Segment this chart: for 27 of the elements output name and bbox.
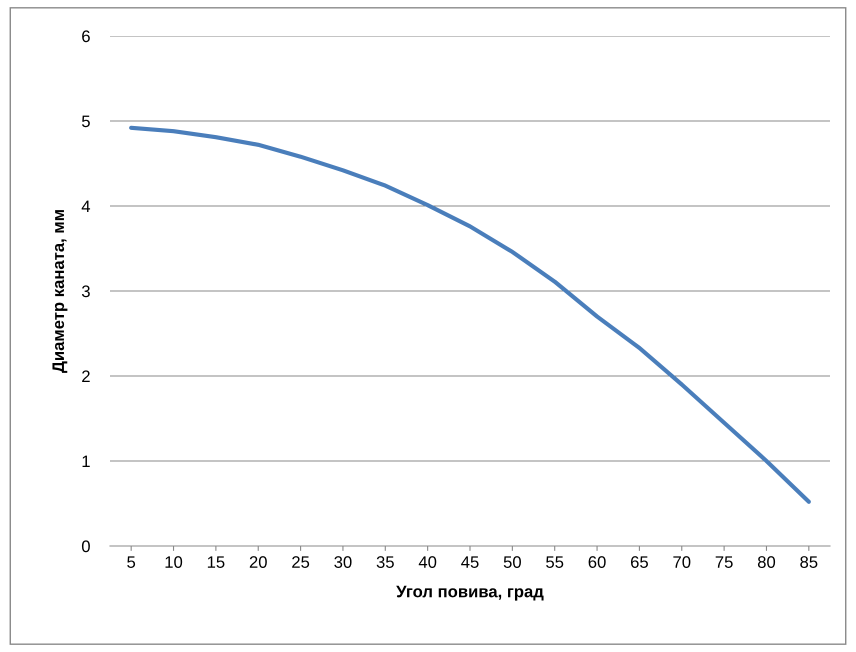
x-tick-label: 15 bbox=[208, 556, 224, 568]
line-series bbox=[129, 126, 811, 504]
y-tick-label: 5 bbox=[82, 116, 90, 128]
x-tick-label: 45 bbox=[461, 556, 479, 568]
x-axis-title: Угол повива, град bbox=[396, 586, 544, 601]
x-tick-label: 40 bbox=[418, 556, 436, 568]
y-tick-label: 4 bbox=[82, 200, 90, 212]
y-axis-title: Диаметр каната, мм bbox=[52, 210, 68, 373]
y-tick-label: 2 bbox=[82, 370, 90, 382]
x-tick-label: 35 bbox=[376, 556, 394, 568]
x-tick-label: 65 bbox=[630, 556, 648, 568]
x-tick-label: 50 bbox=[504, 556, 521, 568]
x-tick-label: 70 bbox=[673, 556, 690, 568]
x-tick-label: 25 bbox=[292, 556, 310, 568]
x-tick-label: 60 bbox=[588, 556, 606, 568]
x-tick-label: 55 bbox=[546, 556, 564, 568]
x-tick-label: 75 bbox=[716, 556, 733, 568]
x-tick-label: 10 bbox=[166, 556, 182, 568]
x-tick-label: 80 bbox=[758, 556, 776, 568]
y-tick-label: 3 bbox=[82, 285, 90, 298]
y-tick-label: 6 bbox=[82, 30, 90, 42]
x-tick-label: 20 bbox=[250, 556, 267, 568]
y-tick-label: 0 bbox=[82, 540, 90, 552]
x-tick-label: 30 bbox=[334, 556, 352, 568]
y-tick-label: 1 bbox=[82, 456, 90, 468]
x-tick-label: 5 bbox=[127, 556, 136, 568]
x-tick-label: 85 bbox=[800, 556, 818, 568]
